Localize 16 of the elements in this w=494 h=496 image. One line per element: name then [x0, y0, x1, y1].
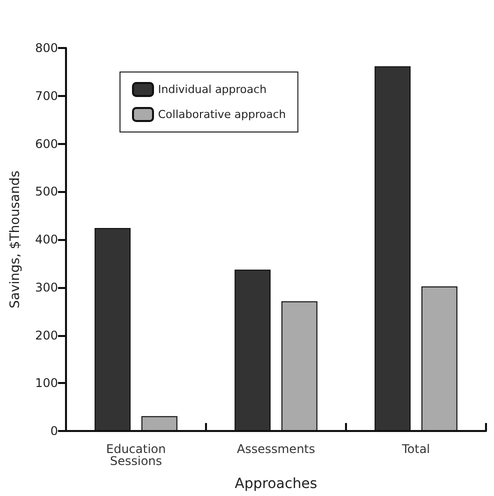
y-tick-label: 200: [35, 328, 58, 342]
x-tick-label: Assessments: [236, 442, 316, 456]
x-tick-label: Total: [400, 442, 430, 456]
y-tick-label: 400: [35, 232, 58, 246]
legend-label: Individual approach: [158, 83, 267, 96]
y-tick-label: 600: [35, 136, 58, 151]
y-tick-label: 100: [35, 376, 58, 390]
legend-label: Collaborative approach: [158, 108, 286, 121]
x-axis-title: Approaches: [234, 476, 318, 492]
y-tick-label: 0: [50, 424, 58, 438]
y-axis-title: Savings, $Thousands: [8, 170, 23, 308]
y-tick-label: 300: [35, 280, 58, 294]
y-tick-label: 700: [35, 88, 58, 103]
y-tick-label: 800: [35, 41, 58, 55]
x-tick-label: Education Sessions: [106, 442, 166, 468]
y-tick-label: 500: [35, 184, 58, 199]
